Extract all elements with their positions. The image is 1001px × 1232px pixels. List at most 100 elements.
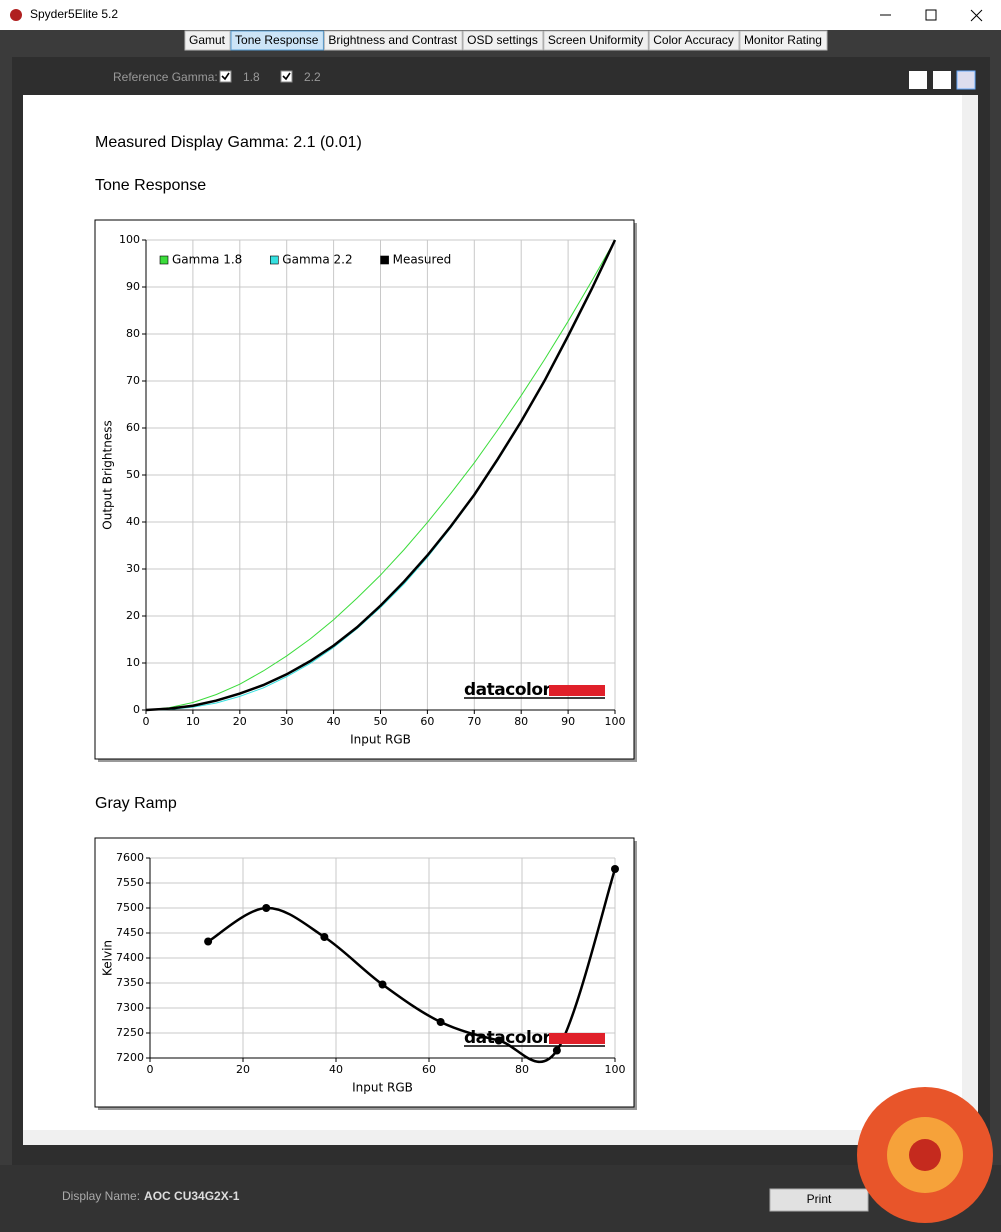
tab-label[interactable]: Color Accuracy bbox=[653, 33, 734, 47]
checkbox[interactable] bbox=[219, 70, 232, 83]
check-mark bbox=[282, 72, 291, 81]
tab[interactable] bbox=[230, 30, 324, 51]
y-tick-label: 7550 bbox=[116, 876, 144, 889]
chart: 7200 7250 7300 7350 7400 7450 7500 7550 7600 0 20 4… bbox=[94, 837, 637, 1110]
section-heading: Gray Ramp bbox=[95, 795, 177, 812]
watermark-bar bbox=[549, 685, 605, 696]
tab-label[interactable]: OSD settings bbox=[467, 33, 538, 47]
legend-swatch bbox=[380, 255, 389, 265]
x-tick-label: 20 bbox=[236, 1063, 250, 1076]
x-tick-label: 90 bbox=[561, 715, 575, 728]
y-axis-title: Output Brightness bbox=[101, 420, 115, 529]
checkbox[interactable] bbox=[280, 70, 293, 83]
y-tick-label: 10 bbox=[126, 656, 140, 669]
x-tick-label: 40 bbox=[329, 1063, 343, 1076]
zoom-tools bbox=[909, 70, 976, 90]
x-tick-label: 80 bbox=[514, 715, 528, 728]
chart-frame bbox=[94, 837, 635, 1108]
print-label[interactable]: Print bbox=[807, 1192, 832, 1206]
y-tick-label: 30 bbox=[126, 562, 140, 575]
data-point bbox=[320, 933, 329, 941]
y-tick-label: 0 bbox=[133, 703, 140, 716]
y-tick-label: 7300 bbox=[116, 1001, 144, 1014]
legend-swatch bbox=[159, 255, 169, 265]
y-tick-label: 20 bbox=[126, 609, 140, 622]
data-point bbox=[611, 865, 619, 873]
y-tick-label: 100 bbox=[119, 233, 140, 246]
y-tick-label: 7250 bbox=[116, 1026, 144, 1039]
x-axis-title: Input RGB bbox=[350, 733, 411, 747]
y-axis-title: Kelvin bbox=[101, 940, 115, 976]
checkbox-label: 1.8 bbox=[243, 70, 260, 84]
section-heading: Tone Response bbox=[95, 177, 206, 194]
x-tick-label: 0 bbox=[143, 715, 150, 728]
x-tick-label: 50 bbox=[374, 715, 388, 728]
data-point bbox=[378, 980, 387, 989]
tab[interactable] bbox=[323, 30, 463, 51]
x-tick-label: 60 bbox=[422, 1063, 436, 1076]
zoom-fit[interactable] bbox=[956, 70, 976, 90]
legend-label: Measured bbox=[393, 253, 452, 267]
x-axis-title: Input RGB bbox=[352, 1081, 413, 1095]
print-button[interactable] bbox=[769, 1188, 869, 1212]
data-point bbox=[204, 937, 213, 946]
x-tick-label: 80 bbox=[515, 1063, 529, 1076]
display-label: Display Name: bbox=[62, 1189, 140, 1203]
app-icon bbox=[10, 9, 22, 21]
y-tick-label: 7450 bbox=[116, 926, 144, 939]
x-tick-label: 60 bbox=[420, 715, 434, 728]
x-tick-label: 40 bbox=[327, 715, 341, 728]
watermark: datacolor bbox=[464, 1028, 552, 1048]
watermark: datacolor bbox=[464, 680, 552, 700]
data-point bbox=[262, 904, 271, 912]
title-bar bbox=[0, 0, 1001, 30]
logo-core bbox=[909, 1139, 941, 1171]
site-logo bbox=[857, 1087, 993, 1223]
y-tick-label: 7500 bbox=[116, 901, 144, 914]
zoom-in[interactable] bbox=[909, 71, 927, 89]
x-tick-label: 70 bbox=[467, 715, 481, 728]
watermark-bar bbox=[549, 1033, 605, 1044]
x-tick-label: 100 bbox=[605, 715, 626, 728]
tab-label[interactable]: Brightness and Contrast bbox=[328, 33, 457, 47]
display-value: AOC CU34G2X-1 bbox=[144, 1189, 240, 1203]
tab-label[interactable]: Gamut bbox=[189, 33, 226, 47]
y-tick-label: 90 bbox=[126, 280, 140, 293]
tab[interactable] bbox=[462, 30, 544, 51]
x-tick-label: 100 bbox=[605, 1063, 626, 1076]
x-tick-label: 30 bbox=[280, 715, 294, 728]
chart-frame bbox=[94, 219, 635, 760]
legend-swatch bbox=[269, 255, 279, 265]
data-point bbox=[552, 1046, 561, 1055]
close[interactable] bbox=[970, 9, 983, 22]
tab[interactable] bbox=[739, 30, 828, 51]
tab[interactable] bbox=[648, 30, 740, 51]
y-tick-label: 80 bbox=[126, 327, 140, 340]
zoom-out[interactable] bbox=[933, 71, 951, 89]
x-tick-label: 0 bbox=[147, 1063, 154, 1076]
ref-gamma-label: Reference Gamma: bbox=[113, 70, 218, 84]
legend-label: Gamma 2.2 bbox=[282, 253, 352, 267]
maximize[interactable] bbox=[925, 9, 937, 21]
y-tick-label: 7200 bbox=[116, 1051, 144, 1064]
v-scrollbar[interactable] bbox=[962, 95, 978, 1130]
tab-label[interactable]: Monitor Rating bbox=[744, 33, 822, 47]
checkbox-label: 2.2 bbox=[304, 70, 321, 84]
chart: 0 10 20 30 40 50 60 70 80 90 100 0 10 20 30 40 50 60 70 80 9… bbox=[94, 219, 637, 762]
measured-gamma: Measured Display Gamma: 2.1 (0.01) bbox=[95, 134, 362, 151]
x-tick-label: 20 bbox=[233, 715, 247, 728]
tab[interactable] bbox=[184, 30, 231, 51]
y-tick-label: 7600 bbox=[116, 851, 144, 864]
series-line bbox=[145, 239, 617, 712]
window-title: Spyder5Elite 5.2 bbox=[30, 7, 118, 21]
y-tick-label: 7350 bbox=[116, 976, 144, 989]
h-scrollbar[interactable] bbox=[23, 1130, 962, 1145]
check-mark bbox=[221, 72, 230, 81]
y-tick-label: 7400 bbox=[116, 951, 144, 964]
tab-label[interactable]: Screen Uniformity bbox=[548, 33, 643, 47]
x-tick-label: 10 bbox=[186, 715, 200, 728]
tab-label[interactable]: Tone Response bbox=[235, 33, 319, 47]
tab[interactable] bbox=[543, 30, 649, 51]
y-tick-label: 70 bbox=[126, 374, 140, 387]
